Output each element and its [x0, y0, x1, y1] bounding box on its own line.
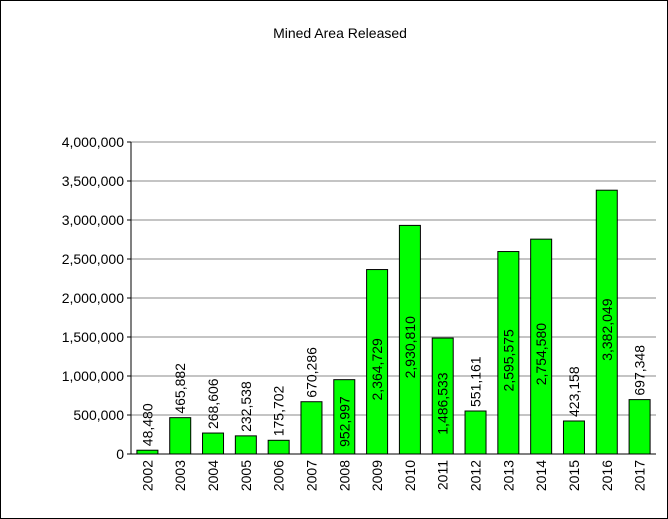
- x-tick-label: 2007: [303, 460, 319, 491]
- value-label: 175,702: [271, 385, 287, 436]
- bar: [562, 420, 585, 455]
- value-label: 3,382,049: [599, 298, 615, 360]
- bar: [333, 379, 356, 455]
- value-label: 423,158: [566, 366, 582, 417]
- bar: [628, 399, 651, 455]
- value-label: 670,286: [303, 347, 319, 398]
- y-tick-label: 1,000,000: [62, 368, 124, 384]
- bar: [366, 269, 389, 455]
- x-tick-label: 2004: [205, 460, 221, 491]
- bar: [136, 449, 159, 455]
- value-label: 2,930,810: [402, 316, 418, 378]
- x-tick-label: 2003: [172, 460, 188, 491]
- x-tick-label: 2017: [632, 460, 648, 491]
- bar: [398, 224, 421, 455]
- value-label: 232,538: [238, 381, 254, 432]
- x-tick-label: 2012: [468, 460, 484, 491]
- bar: [234, 435, 257, 455]
- value-label: 697,348: [632, 345, 648, 396]
- y-tick-label: 0: [116, 446, 124, 462]
- bar: [464, 410, 487, 455]
- y-tick-label: 1,500,000: [62, 329, 124, 345]
- y-tick-label: 500,000: [73, 407, 124, 423]
- value-label: 1,486,533: [435, 372, 451, 434]
- y-tick-label: 3,000,000: [62, 212, 124, 228]
- x-tick-label: 2005: [238, 460, 254, 491]
- y-tick-label: 3,500,000: [62, 173, 124, 189]
- bar: [267, 439, 290, 455]
- bar: [497, 251, 520, 455]
- y-tick-label: 2,500,000: [62, 251, 124, 267]
- bar: [169, 417, 192, 455]
- bar: [595, 189, 618, 455]
- y-tick-label: 2,000,000: [62, 290, 124, 306]
- value-label: 2,364,729: [369, 338, 385, 400]
- x-tick-label: 2016: [599, 460, 615, 491]
- value-label: 2,754,580: [533, 323, 549, 385]
- y-tick-label: 4,000,000: [62, 134, 124, 150]
- x-tick-label: 2006: [271, 460, 287, 491]
- bar: [530, 238, 553, 455]
- x-tick-label: 2015: [566, 460, 582, 491]
- value-label: 2,595,575: [500, 329, 516, 391]
- x-tick-label: 2014: [533, 460, 549, 491]
- x-tick-label: 2011: [435, 460, 451, 490]
- x-tick-label: 2009: [369, 460, 385, 491]
- bar: [202, 432, 225, 455]
- x-tick-label: 2008: [336, 460, 352, 491]
- bar: [431, 337, 454, 455]
- value-label: 952,997: [336, 396, 352, 447]
- x-tick-label: 2010: [402, 460, 418, 491]
- value-label: 48,480: [139, 403, 155, 446]
- x-tick-label: 2013: [500, 460, 516, 491]
- bar: [300, 401, 323, 455]
- chart-title: Mined Area Released: [273, 25, 407, 41]
- value-label: 551,161: [468, 356, 484, 407]
- x-tick-label: 2002: [139, 460, 155, 491]
- value-label: 465,882: [172, 363, 188, 414]
- value-label: 268,606: [205, 378, 221, 429]
